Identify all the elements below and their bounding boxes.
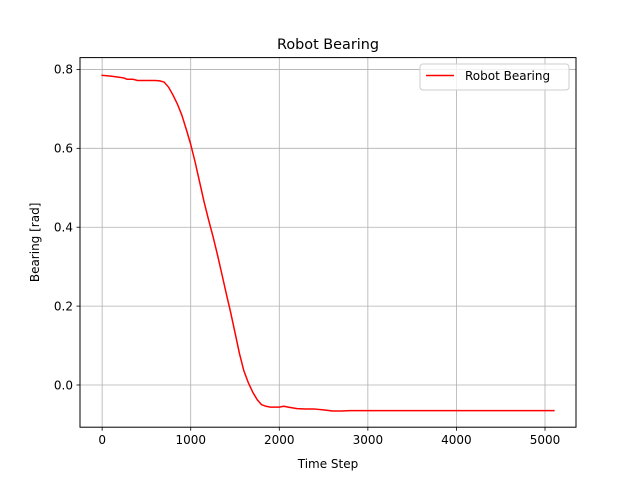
series-line-robot-bearing xyxy=(101,74,555,412)
y-axis-label: Bearing [rad] xyxy=(28,203,42,283)
x-tick-label: 5000 xyxy=(530,433,561,447)
chart-title: Robot Bearing xyxy=(277,37,379,53)
legend-label: Robot Bearing xyxy=(465,69,550,83)
axis-ticks: 0 1000 2000 3000 4000 5000 0.0 0.2 0.4 0.6 0.8 xyxy=(54,63,560,447)
x-tick-label: 0 xyxy=(98,433,106,447)
series-layer xyxy=(101,74,555,412)
x-tick-label: 4000 xyxy=(441,433,472,447)
x-tick-label: 2000 xyxy=(264,433,295,447)
y-tick-label: 0.4 xyxy=(54,221,73,235)
legend: Robot Bearing xyxy=(419,63,570,91)
plot-frame xyxy=(79,57,577,428)
x-tick-label: 3000 xyxy=(353,433,384,447)
x-axis-label: Time Step xyxy=(297,457,359,471)
plot-area xyxy=(80,57,576,428)
legend-box xyxy=(419,63,570,91)
y-tick-label: 0.2 xyxy=(54,299,73,313)
y-tick-label: 0.6 xyxy=(54,142,73,156)
x-tick-label: 1000 xyxy=(175,433,206,447)
y-tick-label: 0.8 xyxy=(54,63,73,77)
y-tick-label: 0.0 xyxy=(54,378,73,392)
